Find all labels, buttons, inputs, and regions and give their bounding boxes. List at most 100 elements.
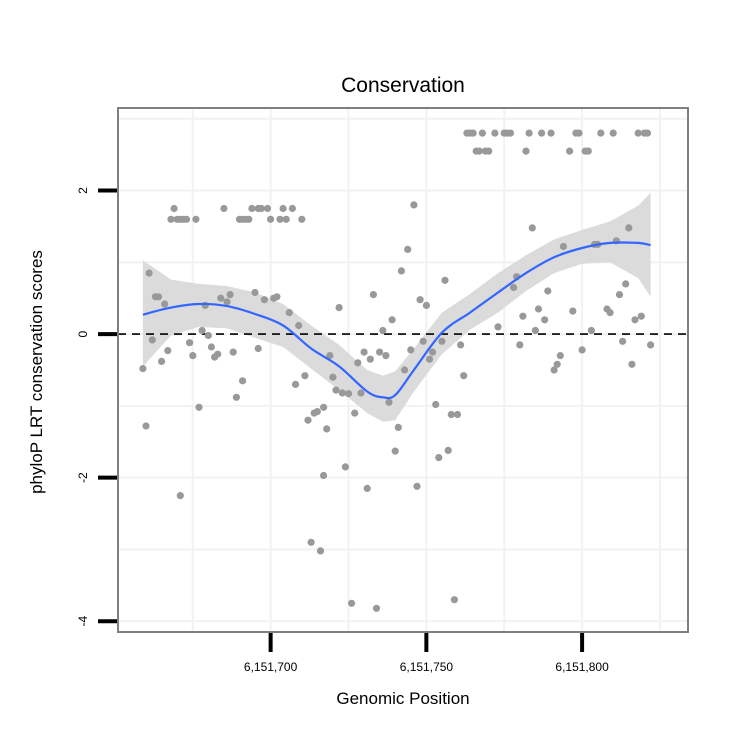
data-point xyxy=(366,355,374,363)
data-point xyxy=(170,204,178,213)
data-point xyxy=(559,242,568,251)
x-tick-label: 6,151,750 xyxy=(400,660,454,674)
data-point xyxy=(541,316,549,324)
data-point xyxy=(276,215,284,223)
data-point xyxy=(519,312,527,320)
smooth-line xyxy=(142,241,651,400)
data-point xyxy=(260,296,268,304)
data-point xyxy=(329,373,337,381)
y-axis: -4 -2 0 2 xyxy=(76,187,117,627)
data-point xyxy=(534,305,543,313)
data-point xyxy=(198,326,206,335)
data-point xyxy=(226,291,234,299)
data-point xyxy=(279,204,287,213)
data-point xyxy=(615,291,624,299)
data-point xyxy=(357,389,365,397)
data-point xyxy=(232,393,240,401)
data-point xyxy=(441,276,449,284)
data-point xyxy=(148,336,156,344)
data-point xyxy=(248,204,256,213)
data-point xyxy=(528,224,536,232)
data-point xyxy=(422,301,430,309)
data-point xyxy=(575,129,583,137)
data-point xyxy=(192,215,200,223)
data-point xyxy=(553,360,561,368)
data-point xyxy=(382,352,390,360)
data-point xyxy=(619,337,627,345)
data-point xyxy=(419,337,427,345)
data-point xyxy=(338,389,346,397)
data-point xyxy=(397,267,405,275)
data-point xyxy=(401,366,409,374)
x-tick-label: 6,151,800 xyxy=(555,660,609,674)
data-point xyxy=(450,596,458,604)
data-point xyxy=(195,403,203,411)
data-point xyxy=(145,269,153,277)
data-point xyxy=(634,129,642,137)
data-point xyxy=(285,309,293,317)
data-point xyxy=(509,283,518,292)
data-point xyxy=(622,280,630,288)
data-point xyxy=(391,447,399,455)
data-point xyxy=(631,316,639,324)
data-point xyxy=(569,307,577,315)
data-point xyxy=(453,410,462,419)
data-point xyxy=(307,538,315,546)
data-point xyxy=(341,463,349,471)
data-point xyxy=(531,326,540,335)
data-point xyxy=(460,372,468,380)
data-point xyxy=(251,288,259,297)
data-point xyxy=(628,360,636,368)
data-point xyxy=(164,347,172,355)
data-point xyxy=(578,346,586,354)
data-point xyxy=(475,147,483,155)
data-point xyxy=(245,215,253,223)
data-point xyxy=(320,471,328,480)
confidence-band-area xyxy=(142,192,651,422)
data-point xyxy=(207,343,215,351)
data-point xyxy=(491,129,499,137)
data-point xyxy=(609,129,617,137)
data-point xyxy=(606,309,614,317)
y-tick-label: -4 xyxy=(76,616,90,627)
data-point xyxy=(267,215,275,223)
data-point xyxy=(447,410,455,419)
data-point xyxy=(379,326,387,335)
x-axis: 6,151,700 6,151,750 6,151,800 xyxy=(244,633,609,674)
data-point xyxy=(282,215,290,223)
data-point xyxy=(376,348,384,356)
chart-title: Conservation xyxy=(341,74,465,97)
data-point xyxy=(413,482,421,490)
data-point xyxy=(176,492,184,500)
data-point xyxy=(139,365,147,373)
data-point xyxy=(485,147,493,155)
data-point xyxy=(538,129,546,137)
data-point xyxy=(416,296,424,304)
data-point xyxy=(263,204,272,213)
data-point xyxy=(229,348,237,356)
data-point xyxy=(394,423,402,431)
data-point xyxy=(304,416,312,424)
data-point xyxy=(372,604,381,612)
data-point xyxy=(316,547,325,555)
data-point xyxy=(429,348,437,356)
data-point xyxy=(435,454,443,462)
y-axis-label: phyloP LRT conservation scores xyxy=(27,250,46,494)
data-point xyxy=(298,215,306,223)
data-point xyxy=(516,341,524,349)
data-point xyxy=(291,380,300,388)
data-point xyxy=(457,341,465,349)
plot-panel xyxy=(117,107,689,633)
data-point xyxy=(556,352,564,360)
data-point xyxy=(544,287,552,295)
data-point xyxy=(182,215,191,223)
data-point xyxy=(142,422,150,430)
data-point xyxy=(425,355,434,363)
data-point xyxy=(348,599,356,607)
data-point xyxy=(597,129,605,137)
data-point xyxy=(158,357,166,365)
data-point xyxy=(320,403,328,411)
data-point xyxy=(295,321,303,330)
data-point xyxy=(525,129,533,137)
